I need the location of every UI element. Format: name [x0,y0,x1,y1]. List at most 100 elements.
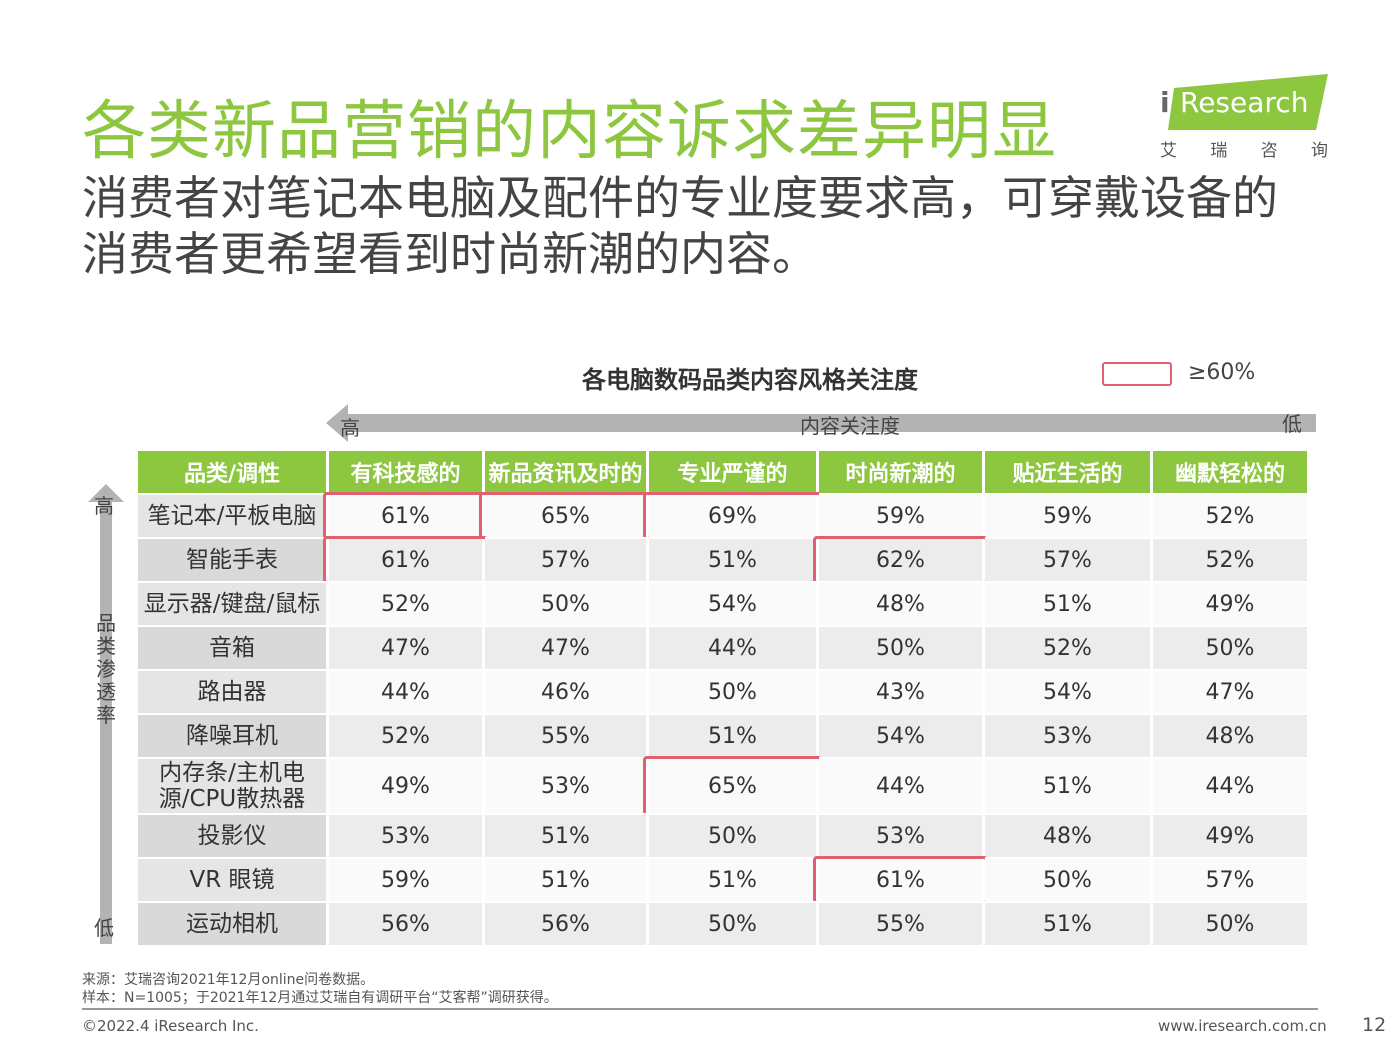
logo-subtitle: 艾 瑞 咨 询 [1160,136,1328,161]
value-label: 51% [708,547,757,573]
category-label: 智能手表 [138,537,329,581]
value-label: 51% [1043,591,1092,617]
value-cell: 57% [985,537,1153,581]
value-label: 55% [876,911,925,937]
header-category: 品类/调性 [138,451,329,493]
value-label: 65% [708,773,757,799]
value-cell: 57% [485,537,649,581]
value-cell: 47% [485,625,649,669]
left-axis-high-label: 高 [94,494,114,518]
header-column: 贴近生活的 [985,451,1153,493]
value-label: 65% [541,503,590,529]
logo-green-banner [1168,74,1328,130]
value-cell: 65% [479,492,652,540]
value-label: 57% [1205,867,1255,893]
value-cell: 50% [1153,625,1310,669]
value-label: 54% [1043,679,1092,705]
value-label: 53% [1043,723,1092,749]
value-label: 61% [381,503,430,529]
table-row: 显示器/键盘/鼠标 52% 50% 54% 48% 51% 49% [138,581,1310,625]
value-cell: 52% [329,581,485,625]
value-cell: 49% [1153,581,1310,625]
value-cell: 62% [813,536,988,584]
table-row: 降噪耳机 52% 55% 51% 54% 53% 48% [138,713,1310,757]
footer-divider [82,1008,1318,1010]
value-label: 44% [708,635,757,661]
value-label: 51% [541,867,590,893]
logo-sub-char: 询 [1310,141,1328,161]
value-cell: 61% [323,492,488,540]
data-table: 品类/调性 有科技感的 新品资讯及时的 专业严谨的 时尚新潮的 贴近生活的 幽默轻松的 笔… [138,451,1310,945]
category-label: 投影仪 [138,813,329,857]
value-label: 62% [876,547,925,573]
table-row: 笔记本/平板电脑 61% 65% 69% 59% 59% 52% [138,492,1310,540]
value-cell: 55% [819,901,985,945]
value-cell: 50% [819,625,985,669]
header-column: 有科技感的 [329,451,485,493]
value-label: 52% [381,591,430,617]
table-body: 笔记本/平板电脑 61% 65% 69% 59% 59% 52% 智能手表 61% 57% 51% 6… [138,492,1310,945]
category-label: 降噪耳机 [138,713,329,757]
header-column: 新品资讯及时的 [485,451,649,493]
value-cell: 57% [1153,857,1310,901]
table-row: 音箱 47% 47% 44% 50% 52% 50% [138,625,1310,669]
value-label: 46% [541,679,590,705]
copyright: ©2022.4 iResearch Inc. [82,1017,259,1035]
logo-sub-char: 咨 [1260,141,1278,161]
value-label: 54% [708,591,757,617]
source-text: 来源：艾瑞咨询2021年12月online问卷数据。 [82,972,375,988]
value-cell: 56% [485,901,649,945]
value-cell: 47% [329,625,485,669]
value-cell: 52% [329,713,485,757]
value-label: 61% [381,547,430,573]
header-column: 专业严谨的 [649,451,819,493]
value-label: 59% [1043,503,1092,529]
value-label: 50% [1205,911,1255,937]
logo-sub-char: 瑞 [1210,141,1228,161]
value-cell: 59% [329,857,485,901]
value-cell: 48% [819,581,985,625]
logo-i: i [1160,86,1170,119]
value-cell: 44% [1153,757,1310,813]
top-axis-low-label: 低 [1282,412,1302,436]
table-row: 智能手表 61% 57% 51% 62% 57% 52% [138,536,1310,584]
value-cell: 59% [985,493,1153,537]
category-label: 路由器 [138,669,329,713]
value-label: 44% [1205,773,1255,799]
value-cell: 51% [985,901,1153,945]
table-row: 运动相机 56% 56% 50% 55% 51% 50% [138,901,1310,945]
value-cell: 52% [985,625,1153,669]
value-cell: 61% [323,536,488,584]
value-cell: 44% [649,625,819,669]
value-cell: 48% [985,813,1153,857]
value-label: 49% [1205,823,1255,849]
value-label: 51% [1043,911,1092,937]
value-cell: 51% [485,813,649,857]
value-label: 52% [1205,503,1255,529]
value-label: 52% [1205,547,1255,573]
value-label: 69% [708,503,757,529]
value-cell: 51% [649,857,819,901]
value-label: 57% [541,547,590,573]
value-label: 52% [1043,635,1092,661]
value-label: 50% [1205,635,1255,661]
value-cell: 50% [985,857,1153,901]
category-label: 音箱 [138,625,329,669]
value-cell: 65% [643,756,822,816]
category-label: 笔记本/平板电脑 [138,493,329,537]
website-link[interactable]: www.iresearch.com.cn [1158,1017,1327,1035]
value-label: 50% [1043,867,1092,893]
value-label: 53% [541,773,590,799]
table-header-row: 品类/调性 有科技感的 新品资讯及时的 专业严谨的 时尚新潮的 贴近生活的 幽默轻松的 [138,451,1310,493]
category-label: 内存条/主机电源/CPU散热器 [138,757,329,813]
value-label: 61% [876,867,925,893]
header-column: 幽默轻松的 [1153,451,1310,493]
category-label: 显示器/键盘/鼠标 [138,581,329,625]
value-cell: 53% [819,813,985,857]
value-label: 54% [876,723,925,749]
value-cell: 54% [819,713,985,757]
value-cell: 50% [1153,901,1310,945]
value-label: 51% [708,867,757,893]
value-label: 49% [1205,591,1255,617]
legend-highlight-swatch [1102,362,1172,386]
